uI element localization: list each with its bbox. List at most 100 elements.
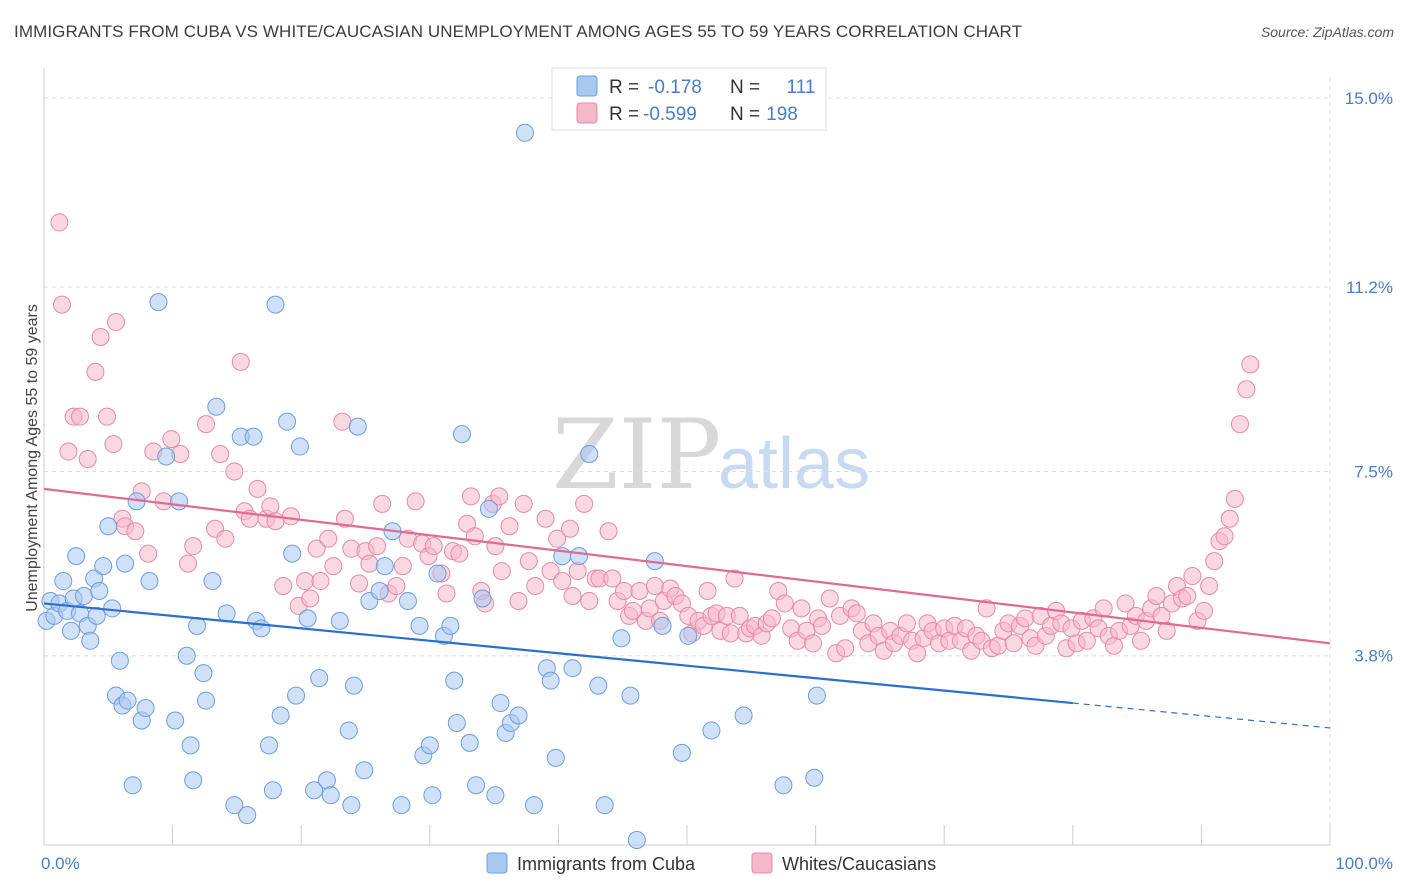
- cuba-point-30: [157, 447, 176, 466]
- cuba-point-37: [194, 664, 213, 683]
- cuba-point-54: [287, 686, 306, 705]
- whites-point-17: [154, 492, 173, 511]
- y-axis-label: Unemployment Among Ages 55 to 59 years: [24, 304, 41, 612]
- whites-point-53: [393, 557, 412, 576]
- cuba-point-112: [774, 776, 793, 795]
- whites-point-83: [568, 562, 587, 581]
- legend-r-label-cuba: R =: [609, 77, 639, 98]
- y-tick-label-0: 3.8%: [1354, 647, 1393, 666]
- cuba-point-27: [136, 699, 155, 718]
- whites-point-5: [78, 450, 97, 469]
- whites-point-94: [630, 581, 649, 600]
- cuba-point-40: [207, 397, 226, 416]
- cuba-point-47: [252, 619, 271, 638]
- watermark-atlas: atlas: [718, 424, 870, 504]
- whites-point-166: [1016, 609, 1035, 628]
- whites-point-161: [989, 636, 1008, 655]
- whites-point-200: [1194, 601, 1213, 620]
- cuba-point-100: [580, 445, 599, 464]
- cuba-point-99: [569, 547, 588, 566]
- whites-point-209: [1241, 355, 1260, 374]
- whites-point-2: [59, 442, 78, 461]
- cuba-point-53: [283, 544, 302, 563]
- cuba-point-29: [149, 293, 168, 312]
- cuba-point-77: [428, 564, 447, 583]
- whites-point-7: [91, 327, 110, 346]
- trend-lines: [43, 487, 1331, 729]
- cuba-point-50: [266, 295, 285, 314]
- whites-point-183: [1104, 636, 1123, 655]
- x-tick-labels: 0.0% 100.0%: [41, 854, 1393, 873]
- cuba-point-82: [452, 425, 471, 444]
- cuba-point-51: [271, 706, 290, 725]
- whites-point-55: [406, 492, 425, 511]
- whites-point-30: [248, 479, 267, 498]
- whites-point-135: [847, 604, 866, 623]
- cuba-point-4: [54, 572, 73, 591]
- whites-point-9: [104, 435, 123, 454]
- cuba-point-14: [87, 606, 106, 625]
- whites-point-13: [126, 522, 145, 541]
- cuba-point-84: [467, 776, 486, 795]
- cuba-point-81: [447, 713, 466, 732]
- series-whites-points: [50, 213, 1260, 663]
- cuba-point-113: [805, 768, 824, 787]
- legend-n-label-whites: N =: [730, 104, 760, 125]
- cuba-point-55: [290, 437, 309, 456]
- series-cuba-points: [37, 123, 826, 850]
- whites-point-39: [307, 539, 326, 558]
- whites-point-204: [1215, 527, 1234, 546]
- cuba-point-109: [679, 626, 698, 645]
- cuba-point-38: [197, 691, 216, 710]
- bottom-legend-swatch-whites: [751, 852, 773, 874]
- y-tick-label-3: 15.0%: [1345, 89, 1393, 108]
- legend-r-label-whites: R =: [609, 104, 639, 125]
- whites-point-52: [387, 577, 406, 596]
- whites-point-85: [580, 591, 599, 610]
- whites-point-64: [461, 487, 480, 506]
- legend-swatch-cuba: [576, 75, 598, 97]
- whites-point-159: [977, 599, 996, 618]
- cuba-point-42: [225, 796, 244, 815]
- whites-point-79: [548, 529, 567, 548]
- legend-r-value-whites: -0.599: [643, 104, 697, 125]
- cuba-point-63: [342, 796, 361, 815]
- cuba-point-61: [330, 611, 349, 630]
- cuba-point-114: [807, 686, 826, 705]
- cuba-point-6: [62, 621, 81, 640]
- cuba-point-80: [445, 671, 464, 690]
- whites-point-112: [721, 624, 740, 643]
- cuba-point-48: [260, 736, 279, 755]
- cuba-point-108: [672, 743, 691, 762]
- cuba-trend-extension: [1072, 702, 1331, 729]
- whites-point-206: [1225, 489, 1244, 508]
- whites-point-62: [450, 544, 469, 563]
- axes: [43, 68, 1331, 846]
- whites-point-78: [541, 562, 560, 581]
- whites-point-20: [179, 554, 198, 573]
- cuba-point-41: [217, 604, 236, 623]
- cuba-point-23: [118, 691, 137, 710]
- x-tick-label-0: 0.0%: [41, 854, 80, 873]
- whites-point-207: [1230, 415, 1249, 434]
- whites-point-44: [335, 509, 354, 528]
- whites-point-120: [762, 609, 781, 628]
- whites-point-130: [820, 589, 839, 608]
- whites-point-77: [536, 509, 555, 528]
- cuba-trend-line: [43, 602, 1073, 705]
- legend-r-value-cuba: -0.178: [648, 77, 702, 98]
- cuba-point-95: [541, 671, 560, 690]
- whites-point-25: [216, 529, 235, 548]
- cuba-point-15: [90, 581, 109, 600]
- cuba-point-24: [123, 776, 142, 795]
- cuba-point-107: [653, 616, 672, 635]
- whites-point-4: [71, 407, 90, 426]
- whites-point-49: [368, 537, 387, 556]
- series-legend: Immigrants from Cuba Whites/Caucasians: [486, 852, 936, 874]
- whites-point-60: [437, 584, 456, 603]
- cuba-point-69: [375, 557, 394, 576]
- cuba-point-101: [589, 676, 608, 695]
- whites-point-27: [231, 352, 250, 371]
- whites-point-71: [492, 562, 511, 581]
- whites-point-18: [162, 430, 181, 449]
